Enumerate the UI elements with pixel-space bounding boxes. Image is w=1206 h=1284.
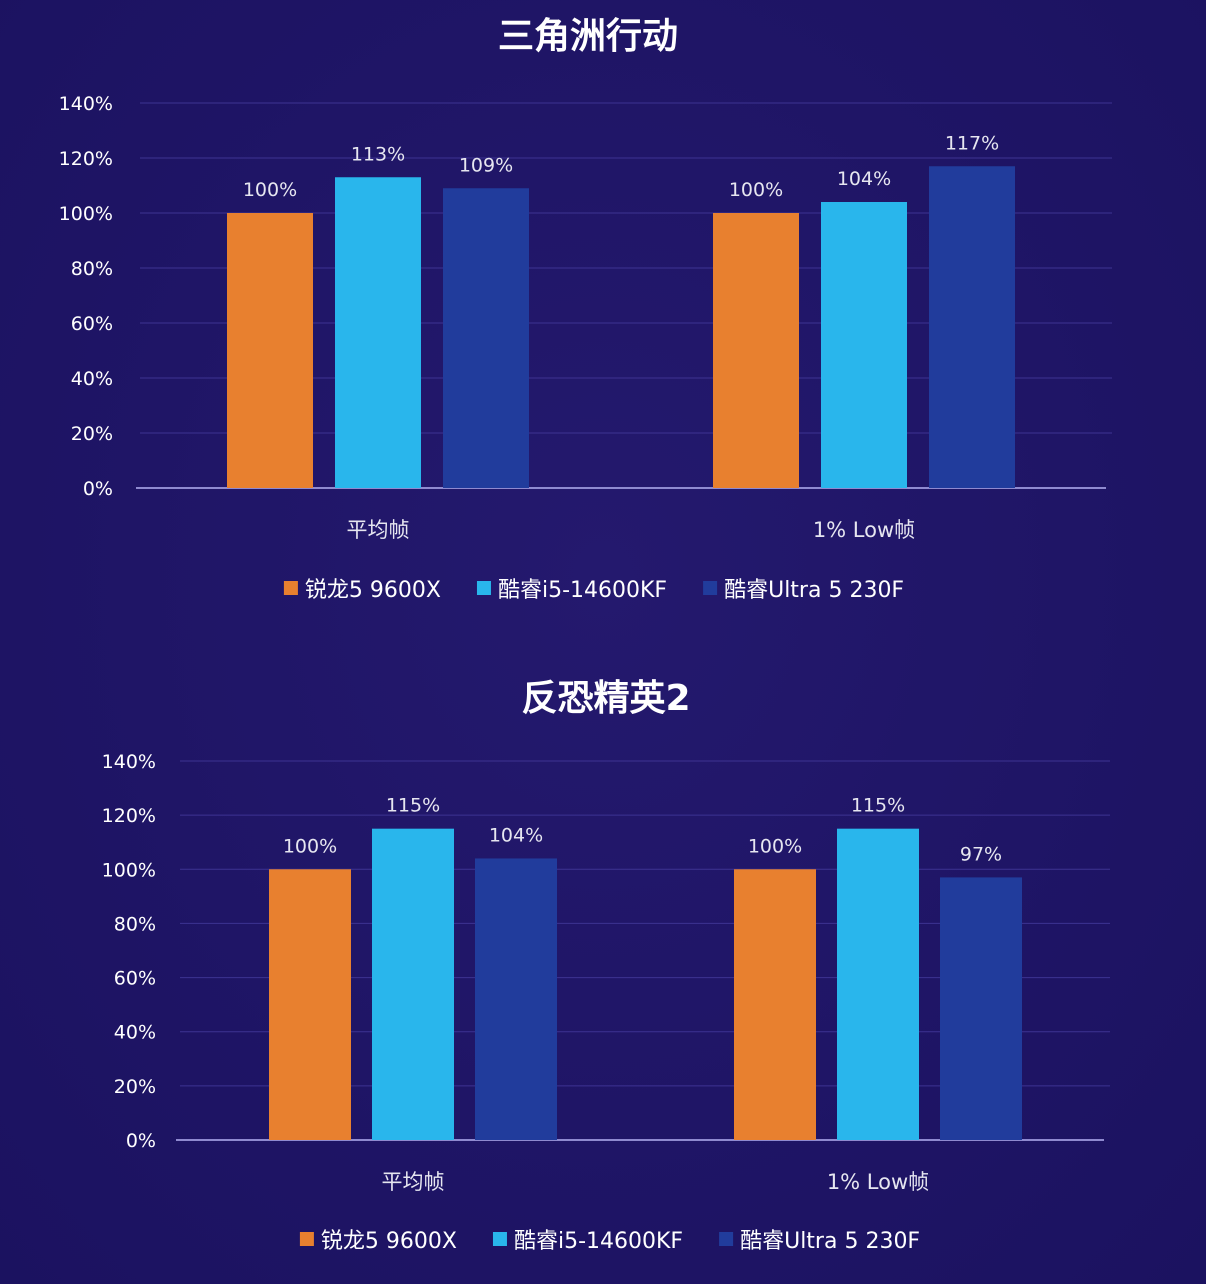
chart-title: 三角洲行动: [498, 16, 678, 57]
y-tick-label: 140%: [59, 93, 113, 115]
legend-swatch: [492, 1232, 507, 1246]
y-tick-label: 40%: [71, 368, 113, 390]
data-label: 100%: [283, 835, 337, 857]
x-category-label: 平均帧: [347, 518, 410, 542]
bar: [227, 213, 313, 488]
data-label: 100%: [748, 835, 802, 857]
legend-swatch: [719, 1232, 734, 1246]
y-tick-label: 140%: [102, 751, 156, 773]
legend-swatch: [703, 581, 718, 595]
legend-swatch: [476, 581, 491, 595]
bar: [734, 869, 816, 1140]
x-category-label: 1% Low帧: [813, 518, 915, 542]
legend-label: 酷睿i5-14600KF: [498, 578, 667, 603]
y-tick-label: 20%: [71, 423, 113, 445]
bar: [837, 828, 919, 1140]
y-tick-label: 60%: [114, 968, 156, 990]
data-label: 115%: [386, 795, 440, 817]
y-tick-label: 0%: [83, 478, 113, 500]
data-label: 117%: [945, 132, 999, 154]
legend-label: 锐龙5 9600X: [305, 578, 441, 603]
data-label: 97%: [960, 843, 1002, 865]
data-label: 113%: [351, 143, 405, 165]
legend-label: 锐龙5 9600X: [321, 1229, 457, 1254]
legend-label: 酷睿i5-14600KF: [514, 1229, 683, 1254]
y-tick-label: 60%: [71, 313, 113, 335]
bar-chart-cs2: 反恐精英2 0% 20% 40% 60% 80% 100% 120% 140% 100% 115%…: [102, 678, 1110, 1254]
chart-title: 反恐精英2: [521, 678, 690, 719]
bar-chart-delta-force: 三角洲行动 0% 20% 40% 60% 80% 100% 120% 140% 100% 113%…: [59, 16, 1112, 603]
bar: [269, 869, 351, 1140]
legend-label: 酷睿Ultra 5 230F: [740, 1229, 920, 1254]
data-label: 100%: [243, 179, 297, 201]
x-category-label: 1% Low帧: [827, 1170, 929, 1194]
y-tick-label: 100%: [59, 203, 113, 225]
data-label: 100%: [729, 179, 783, 201]
x-category-label: 平均帧: [382, 1170, 445, 1194]
y-tick-label: 40%: [114, 1022, 156, 1044]
chart-panel-delta-force: 三角洲行动 0% 20% 40% 60% 80% 100% 120% 140% 100% 113%…: [0, 0, 1206, 640]
y-tick-label: 80%: [71, 258, 113, 280]
bar: [443, 188, 529, 488]
legend-label: 酷睿Ultra 5 230F: [724, 578, 904, 603]
bar: [940, 877, 1022, 1140]
bar: [929, 166, 1015, 488]
bar: [475, 858, 557, 1140]
bar: [372, 828, 454, 1140]
legend: 锐龙5 9600X 酷睿i5-14600KF 酷睿Ultra 5 230F: [283, 578, 904, 603]
y-tick-label: 100%: [102, 859, 156, 881]
y-tick-label: 120%: [102, 805, 156, 827]
y-tick-label: 80%: [114, 913, 156, 935]
data-label: 109%: [459, 154, 513, 176]
data-label: 104%: [489, 824, 543, 846]
y-tick-label: 120%: [59, 148, 113, 170]
legend: 锐龙5 9600X 酷睿i5-14600KF 酷睿Ultra 5 230F: [299, 1229, 920, 1254]
y-tick-label: 0%: [126, 1130, 156, 1152]
bar: [713, 213, 799, 488]
data-label: 115%: [851, 795, 905, 817]
data-label: 104%: [837, 168, 891, 190]
legend-swatch: [299, 1232, 314, 1246]
chart-panel-cs2: 反恐精英2 0% 20% 40% 60% 80% 100% 120% 140% 100% 115%…: [0, 640, 1206, 1284]
legend-swatch: [283, 581, 298, 595]
bar: [821, 202, 907, 488]
bar: [335, 177, 421, 488]
y-tick-label: 20%: [114, 1076, 156, 1098]
